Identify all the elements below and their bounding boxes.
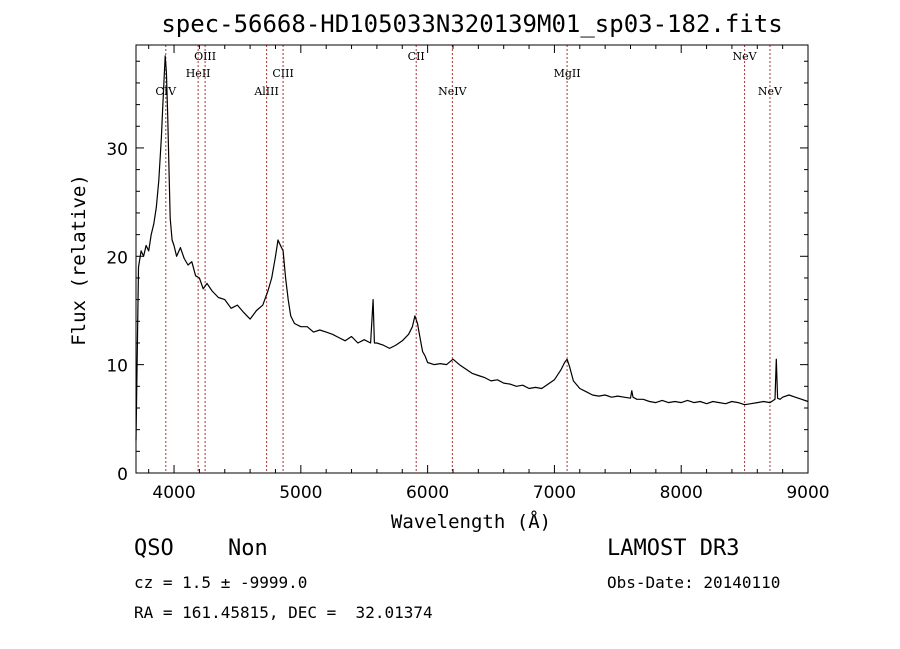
emission-line-markers: CIV HeII OIII AlIII CIII CII NeIV MgII NeV NeV (155, 45, 783, 473)
line-marker-label: NeV (758, 85, 783, 98)
chart-title: spec-56668-HD105033N320139M01_sp03-182.f… (161, 10, 782, 38)
line-marker-label: MgII (554, 67, 581, 80)
obs-date-text: Obs-Date: 20140110 (607, 573, 781, 592)
line-marker-label: CII (408, 50, 425, 63)
line-marker-label: NeV (733, 50, 758, 63)
y-tick-label: 10 (106, 357, 128, 377)
x-tick-label: 6000 (406, 483, 449, 503)
axes: 4000 5000 6000 7000 8000 9000 0 10 20 30 (106, 45, 830, 503)
object-class: QSO (134, 536, 174, 561)
spectrum-line (135, 55, 809, 441)
x-axis-label: Wavelength (Å) (391, 510, 551, 533)
y-tick-label: 0 (117, 465, 128, 485)
y-tick-label: 30 (106, 140, 128, 160)
x-tick-label: 9000 (786, 483, 829, 503)
line-marker-label: AlIII (253, 85, 279, 98)
x-tick-label: 5000 (279, 483, 322, 503)
plot-frame (135, 44, 809, 474)
redshift-text: cz = 1.5 ± -9999.0 (134, 573, 308, 592)
coordinates-text: RA = 161.45815, DEC = 32.01374 (134, 603, 433, 622)
line-marker-label: HeII (186, 67, 211, 80)
x-tick-label: 8000 (660, 483, 703, 503)
survey-label: LAMOST DR3 (607, 536, 740, 561)
line-marker-label: NeIV (438, 85, 467, 98)
line-marker-label: CIII (272, 67, 293, 80)
x-tick-label: 7000 (533, 483, 576, 503)
line-marker-label: OIII (194, 50, 216, 63)
y-tick-label: 20 (106, 248, 128, 268)
line-marker-label: CIV (155, 85, 177, 98)
y-axis-label: Flux (relative) (68, 174, 90, 346)
object-subclass: Non (228, 536, 268, 561)
x-tick-label: 4000 (152, 483, 195, 503)
spectrum-series (135, 55, 809, 441)
